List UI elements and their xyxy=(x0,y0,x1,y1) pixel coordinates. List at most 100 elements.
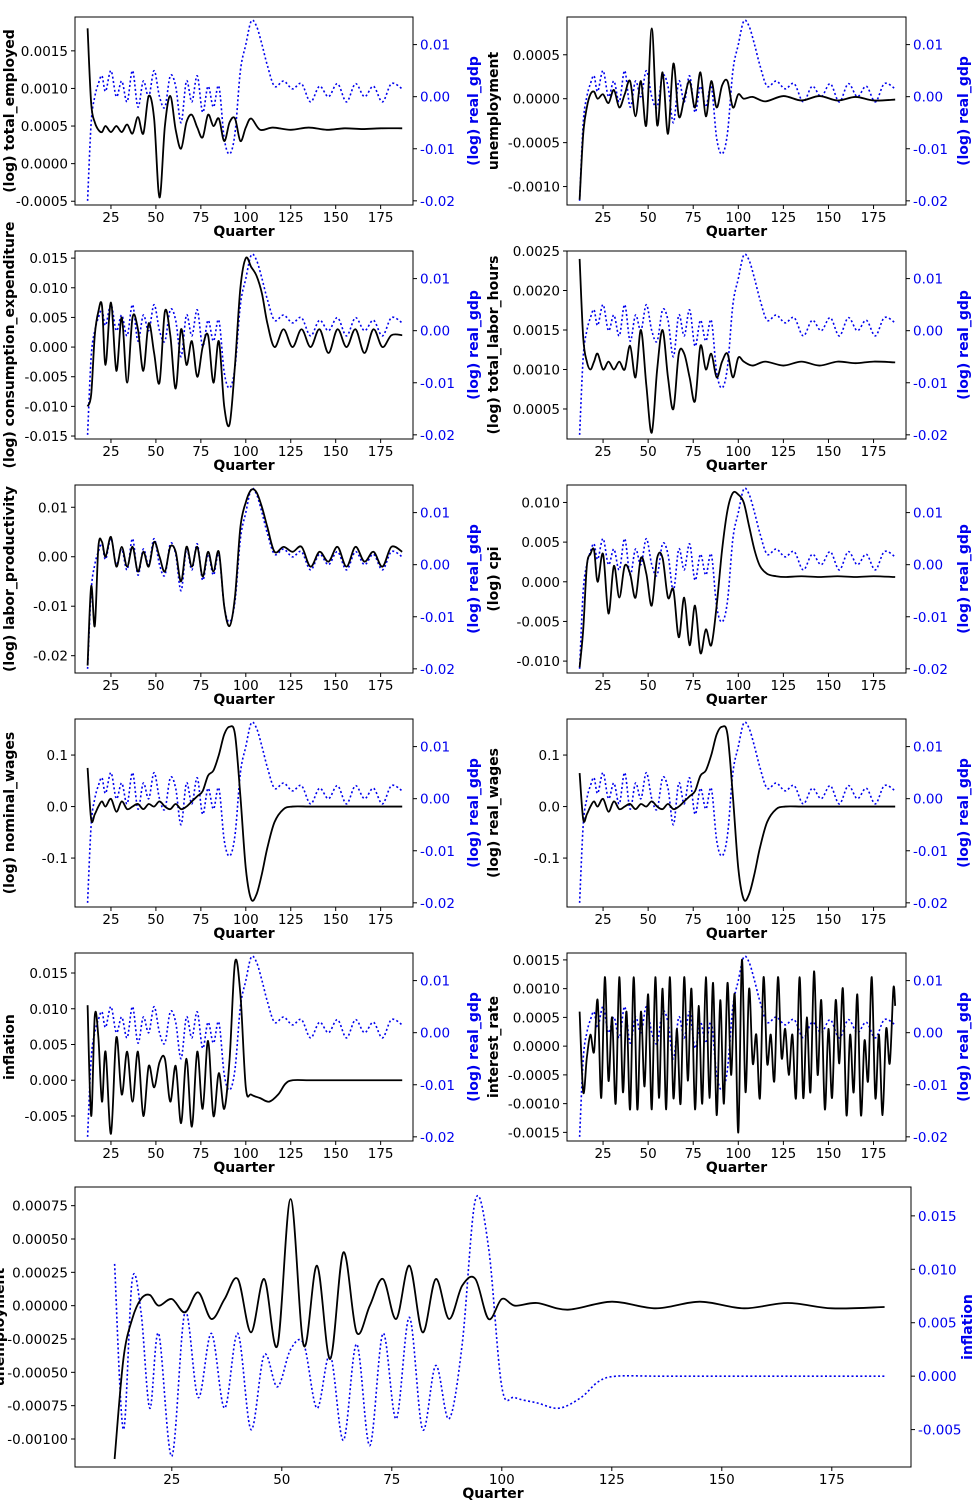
x-tick-label: 75 xyxy=(192,1146,209,1162)
y-tick-label: 0.0000 xyxy=(21,157,68,173)
x-tick-label: 75 xyxy=(192,444,209,460)
y-tick-label: 0.005 xyxy=(29,1037,68,1053)
y2-tick-label: -0.01 xyxy=(420,844,455,860)
x-tick-label: 75 xyxy=(192,678,209,694)
series-line-right xyxy=(86,955,403,1137)
x-tick-label: 150 xyxy=(816,210,842,226)
y-tick-label: 0.00000 xyxy=(12,1299,68,1315)
y2-tick-label: 0.01 xyxy=(420,272,450,288)
y2-tick-label: -0.01 xyxy=(913,142,948,158)
y2-tick-label: -0.01 xyxy=(913,610,948,626)
series-line-left xyxy=(578,490,896,668)
x-tick-label: 150 xyxy=(816,912,842,928)
x-tick-label: 125 xyxy=(770,1146,796,1162)
x-axis-label: Quarter xyxy=(213,224,274,240)
y2-tick-label: 0.01 xyxy=(420,506,450,522)
x-axis-label: Quarter xyxy=(213,1160,274,1176)
x-tick-label: 100 xyxy=(725,444,751,460)
x-tick-label: 25 xyxy=(102,210,119,226)
y-tick-label: 0.000 xyxy=(521,575,560,591)
x-tick-label: 50 xyxy=(640,444,657,460)
x-axis-label: Quarter xyxy=(706,926,767,942)
series-group xyxy=(86,721,403,903)
y-tick-label: 0.0025 xyxy=(513,244,560,260)
series-group xyxy=(113,1194,885,1460)
y-tick-label: -0.01 xyxy=(33,599,68,615)
y2-tick-label: -0.01 xyxy=(420,1078,455,1094)
x-tick-label: 125 xyxy=(770,678,796,694)
x-tick-label: 150 xyxy=(323,912,349,928)
x-tick-label: 100 xyxy=(233,444,259,460)
x-tick-label: 25 xyxy=(163,1472,180,1488)
series-line-right xyxy=(86,721,403,903)
y-tick-label: -0.0005 xyxy=(16,194,68,210)
series-line-left xyxy=(86,488,403,666)
y-axis-label: (log) labor_productivity xyxy=(2,486,18,672)
x-tick-label: 150 xyxy=(323,1146,349,1162)
y-tick-label: 0.0010 xyxy=(513,982,560,998)
y-axis-label: (log) consumption_expenditure xyxy=(2,222,18,469)
chart-panel: 25 50 75 100 125 150 175 Quarter -0.005 0.000 0.00… xyxy=(2,952,482,1176)
y-tick-label: 0.000 xyxy=(29,1073,68,1089)
y2-tick-label: -0.02 xyxy=(913,194,948,210)
y2-tick-label: 0.005 xyxy=(918,1316,957,1332)
y-tick-label: 0.0020 xyxy=(513,283,560,299)
x-tick-label: 175 xyxy=(368,912,394,928)
y-tick-label: 0.00050 xyxy=(12,1232,68,1248)
y-tick-label: 0.0 xyxy=(539,800,560,816)
chart-panel: 25 50 75 100 125 150 175 Quarter -0.0005 0.0000 0.… xyxy=(2,16,482,240)
x-tick-label: 125 xyxy=(770,912,796,928)
y-axis-label: (log) cpi xyxy=(486,546,502,611)
x-tick-label: 175 xyxy=(368,444,394,460)
y-tick-label: 0.015 xyxy=(29,251,68,267)
x-tick-label: 100 xyxy=(233,210,259,226)
x-tick-label: 50 xyxy=(640,210,657,226)
y-tick-label: 0.00025 xyxy=(12,1265,68,1281)
x-tick-label: 150 xyxy=(709,1472,735,1488)
x-tick-label: 175 xyxy=(861,210,887,226)
y-tick-label: -0.0010 xyxy=(508,1097,560,1113)
x-tick-label: 25 xyxy=(102,444,119,460)
series-group xyxy=(578,487,896,669)
y2-axis-label: (log) real_gdp xyxy=(466,524,482,634)
y-tick-label: -0.0015 xyxy=(508,1125,560,1141)
x-tick-label: 125 xyxy=(278,1146,304,1162)
chart-panel: 25 50 75 100 125 150 175 Quarter -0.015 -0.010 -0.… xyxy=(2,222,482,474)
x-axis-label: Quarter xyxy=(462,1486,523,1502)
x-tick-label: 125 xyxy=(278,678,304,694)
series-group xyxy=(86,955,403,1137)
y2-tick-label: 0.00 xyxy=(913,558,943,574)
x-tick-label: 100 xyxy=(725,912,751,928)
x-tick-label: 25 xyxy=(102,912,119,928)
y-tick-label: -0.0005 xyxy=(508,136,560,152)
y2-axis-label: inflation xyxy=(960,1294,976,1360)
x-tick-label: 175 xyxy=(861,1146,887,1162)
plot-frame xyxy=(566,484,907,674)
x-tick-label: 150 xyxy=(816,444,842,460)
plot-frame xyxy=(74,250,414,440)
y-tick-label: -0.010 xyxy=(24,399,68,415)
chart-panel: 25 50 75 100 125 150 175 Quarter -0.0010 -0.0005 0… xyxy=(486,16,972,240)
y2-tick-label: 0.010 xyxy=(918,1262,957,1278)
x-tick-label: 100 xyxy=(233,678,259,694)
y-axis-label: inflation xyxy=(2,1014,18,1080)
plot-frame xyxy=(74,1186,912,1468)
y2-tick-label: -0.02 xyxy=(420,1130,455,1146)
y2-tick-label: -0.01 xyxy=(420,142,455,158)
x-tick-label: 25 xyxy=(594,444,611,460)
series-line-left xyxy=(113,1198,885,1460)
x-tick-label: 150 xyxy=(323,210,349,226)
y2-tick-label: -0.01 xyxy=(913,1078,948,1094)
y-tick-label: -0.0010 xyxy=(508,180,560,196)
x-tick-label: 75 xyxy=(685,678,702,694)
y-tick-label: 0.0010 xyxy=(21,81,68,97)
y2-tick-label: -0.02 xyxy=(420,194,455,210)
y2-tick-label: -0.02 xyxy=(913,896,948,912)
y-axis-label: (log) nominal_wages xyxy=(2,732,18,895)
y2-tick-label: 0.01 xyxy=(913,740,943,756)
y2-tick-label: -0.02 xyxy=(420,428,455,444)
y2-tick-label: 0.00 xyxy=(420,324,450,340)
x-axis-label: Quarter xyxy=(706,692,767,708)
x-tick-label: 175 xyxy=(368,1146,394,1162)
y2-axis-label: (log) real_gdp xyxy=(466,758,482,868)
